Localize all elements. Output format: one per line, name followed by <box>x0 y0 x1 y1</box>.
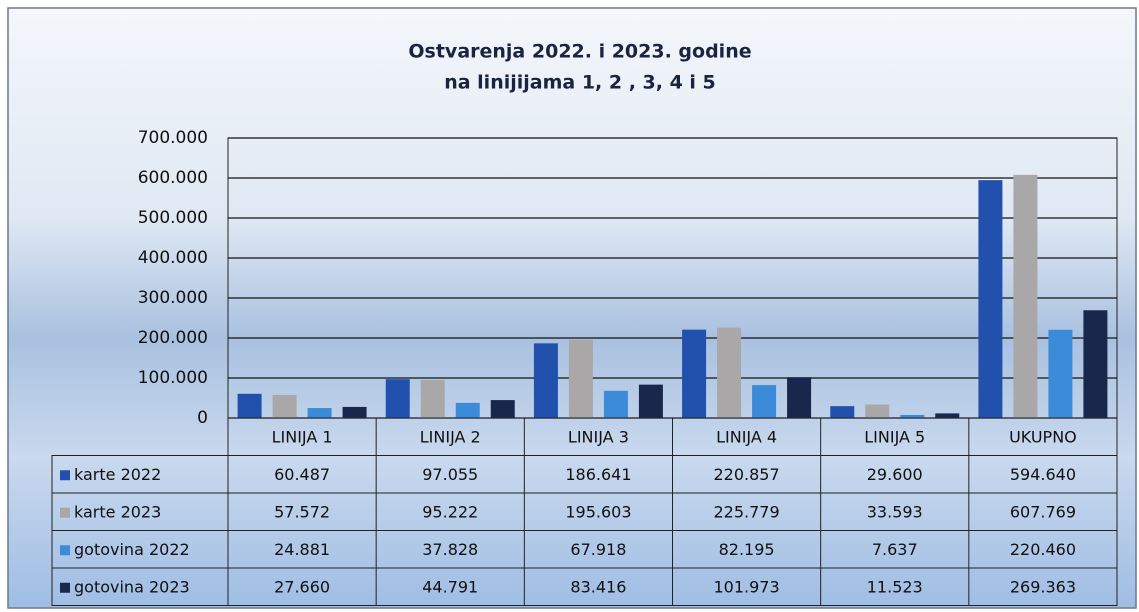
table-value: 594.640 <box>1010 465 1076 484</box>
x-tick-label: UKUPNO <box>1009 427 1077 446</box>
bar <box>272 394 297 418</box>
table-value: 95.222 <box>422 502 478 521</box>
table-value: 195.603 <box>565 502 631 521</box>
bar <box>638 384 663 418</box>
table-value: 607.769 <box>1010 502 1076 521</box>
y-tick-label: 100.000 <box>138 368 208 388</box>
bar <box>603 390 628 418</box>
bar <box>1083 310 1108 418</box>
y-tick-label: 500.000 <box>138 208 208 228</box>
table-value: 7.637 <box>872 540 918 559</box>
bar <box>787 377 812 418</box>
bar <box>830 406 855 418</box>
bar <box>717 327 742 418</box>
legend-label: gotovina 2023 <box>74 577 190 596</box>
table-value: 44.791 <box>422 577 478 596</box>
bar <box>342 406 367 418</box>
table-value: 82.195 <box>719 540 775 559</box>
bar <box>533 343 558 418</box>
x-tick-label: LINIJA 3 <box>568 427 629 446</box>
table-value: 24.881 <box>274 540 330 559</box>
legend-label: gotovina 2022 <box>74 540 190 559</box>
table-value: 220.857 <box>713 465 779 484</box>
table-value: 27.660 <box>274 577 330 596</box>
table-value: 186.641 <box>565 465 631 484</box>
y-tick-label: 700.000 <box>138 128 208 148</box>
table-value: 225.779 <box>713 502 779 521</box>
table-value: 29.600 <box>867 465 923 484</box>
chart-background <box>7 7 1137 609</box>
legend-swatch <box>60 545 70 556</box>
table-value: 11.523 <box>867 577 923 596</box>
table-value: 60.487 <box>274 465 330 484</box>
chart-title: na linijijama 1, 2 , 3, 4 i 5 <box>444 72 716 94</box>
bar <box>237 393 262 418</box>
bar <box>490 400 515 418</box>
legend-label: karte 2022 <box>74 465 161 484</box>
legend-swatch <box>60 582 70 593</box>
bar <box>568 339 593 418</box>
table-value: 101.973 <box>713 577 779 596</box>
y-tick-label: 0 <box>197 408 208 428</box>
bar <box>865 404 890 418</box>
x-tick-label: LINIJA 5 <box>864 427 925 446</box>
bar <box>1048 329 1073 418</box>
y-tick-label: 200.000 <box>138 328 208 348</box>
table-value: 269.363 <box>1010 577 1076 596</box>
bar <box>682 329 707 418</box>
bar <box>1013 174 1038 418</box>
y-tick-label: 400.000 <box>138 248 208 268</box>
bar <box>385 379 410 418</box>
table-value: 67.918 <box>570 540 626 559</box>
legend-swatch <box>60 507 70 518</box>
table-value: 37.828 <box>422 540 478 559</box>
chart-title: Ostvarenja 2022. i 2023. godine <box>408 41 751 63</box>
legend-swatch <box>60 470 70 481</box>
x-tick-label: LINIJA 1 <box>272 427 333 446</box>
bar <box>307 408 332 418</box>
table-value: 97.055 <box>422 465 478 484</box>
bar <box>900 414 925 418</box>
y-tick-label: 600.000 <box>138 168 208 188</box>
bar <box>978 180 1003 418</box>
table-value: 33.593 <box>867 502 923 521</box>
bar <box>455 402 480 418</box>
table-value: 220.460 <box>1010 540 1076 559</box>
bar <box>420 379 445 418</box>
x-tick-label: LINIJA 4 <box>716 427 777 446</box>
table-value: 83.416 <box>570 577 626 596</box>
table-value: 57.572 <box>274 502 330 521</box>
bar <box>935 413 960 418</box>
legend-label: karte 2023 <box>74 502 161 521</box>
x-tick-label: LINIJA 2 <box>420 427 481 446</box>
bar <box>752 385 777 418</box>
y-tick-label: 300.000 <box>138 288 208 308</box>
